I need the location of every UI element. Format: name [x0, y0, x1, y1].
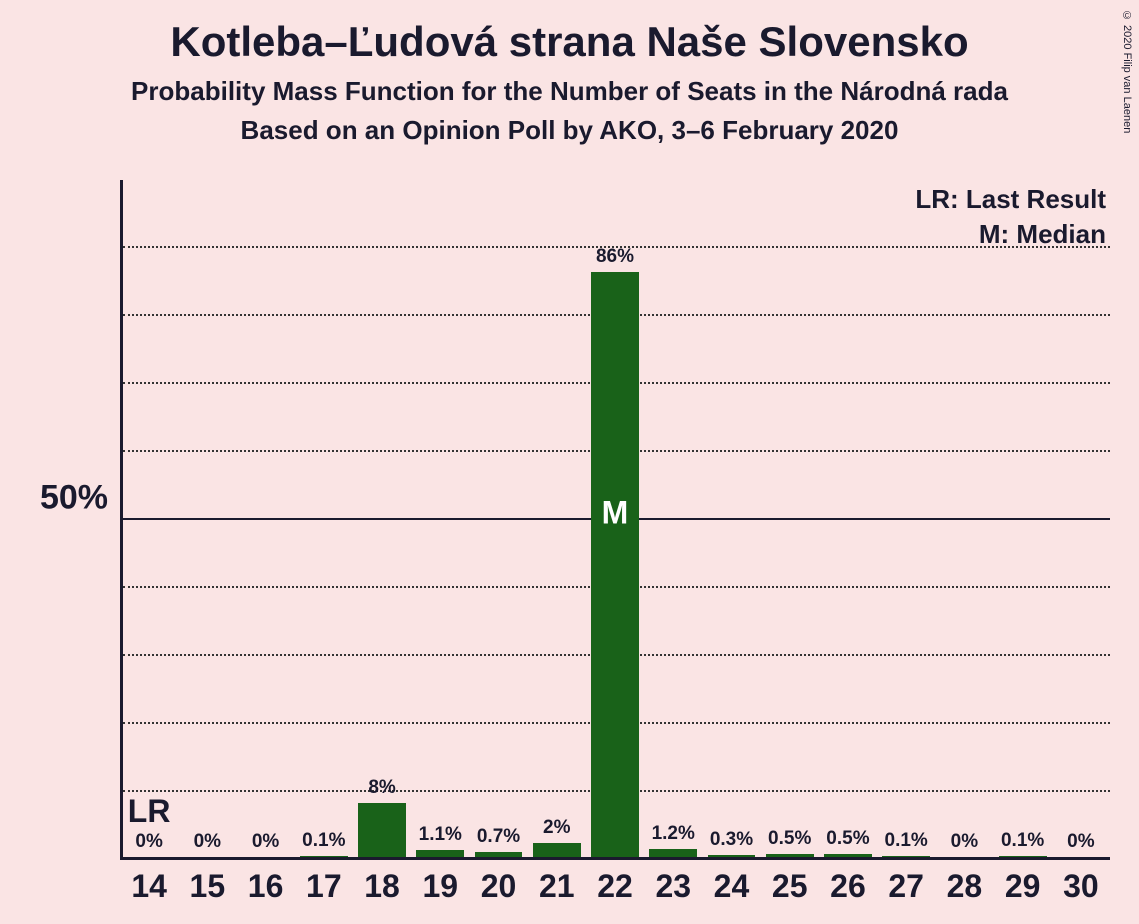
bar-value-label: 0% [951, 831, 978, 857]
x-axis-tick-label: 29 [1005, 860, 1041, 905]
bar: 0.1% [300, 856, 348, 857]
y-axis-line [120, 180, 123, 860]
bar-value-label: 2% [543, 817, 570, 843]
chart-title: Kotleba–Ľudová strana Naše Slovensko [0, 0, 1139, 66]
x-axis-tick-label: 20 [481, 860, 517, 905]
bar-value-label: 0.5% [826, 828, 869, 854]
x-axis-tick-label: 24 [714, 860, 750, 905]
bar: 0.1% [999, 856, 1047, 857]
bar-value-label: 1.2% [652, 823, 695, 849]
bar-value-label: 0% [135, 831, 162, 857]
bar-value-label: 0.1% [1001, 830, 1044, 856]
x-axis-tick-label: 28 [947, 860, 983, 905]
bar-value-label: 0.5% [768, 828, 811, 854]
x-axis-tick-label: 19 [422, 860, 458, 905]
legend-lr: LR: Last Result [915, 184, 1106, 215]
lr-marker: LR [128, 793, 171, 830]
x-axis-tick-label: 27 [888, 860, 924, 905]
x-axis-tick-label: 21 [539, 860, 575, 905]
bar: 8% [358, 803, 406, 857]
bar-value-label: 0% [1067, 831, 1094, 857]
bar: 2% [533, 843, 581, 857]
chart-plot-area: LR: Last Result M: Median 50%0%140%150%1… [120, 180, 1110, 860]
x-axis-tick-label: 30 [1063, 860, 1099, 905]
bar: 1.2% [649, 849, 697, 857]
bar-value-label: 0.1% [302, 830, 345, 856]
x-axis-tick-label: 22 [597, 860, 633, 905]
bar-value-label: 0.3% [710, 829, 753, 855]
x-axis-tick-label: 18 [364, 860, 400, 905]
bar-value-label: 0.7% [477, 826, 520, 852]
bar-value-label: 0% [194, 831, 221, 857]
x-axis-tick-label: 14 [131, 860, 167, 905]
x-axis-tick-label: 15 [190, 860, 226, 905]
bar-value-label: 1.1% [419, 824, 462, 850]
copyright-text: © 2020 Filip van Laenen [1121, 10, 1133, 133]
x-axis-tick-label: 26 [830, 860, 866, 905]
bar-value-label: 8% [368, 777, 395, 803]
bar: 0.5% [766, 854, 814, 857]
bar: 1.1% [416, 850, 464, 857]
bar: 0.7% [475, 852, 523, 857]
bar: 0.5% [824, 854, 872, 857]
bar-value-label: 0% [252, 831, 279, 857]
bar-value-label: 86% [596, 246, 634, 272]
chart-subtitle-2: Based on an Opinion Poll by AKO, 3–6 Feb… [0, 107, 1139, 146]
bar-value-label: 0.1% [885, 830, 928, 856]
bar: 0.3% [708, 855, 756, 857]
median-marker: M [602, 495, 629, 532]
x-axis-tick-label: 16 [248, 860, 284, 905]
y-axis-tick-label: 50% [40, 479, 120, 518]
x-axis-tick-label: 23 [655, 860, 691, 905]
bar: 86% [591, 272, 639, 857]
bar: 0.1% [882, 856, 930, 857]
x-axis-tick-label: 17 [306, 860, 342, 905]
x-axis-tick-label: 25 [772, 860, 808, 905]
chart-subtitle-1: Probability Mass Function for the Number… [0, 66, 1139, 107]
legend: LR: Last Result M: Median [915, 184, 1106, 254]
